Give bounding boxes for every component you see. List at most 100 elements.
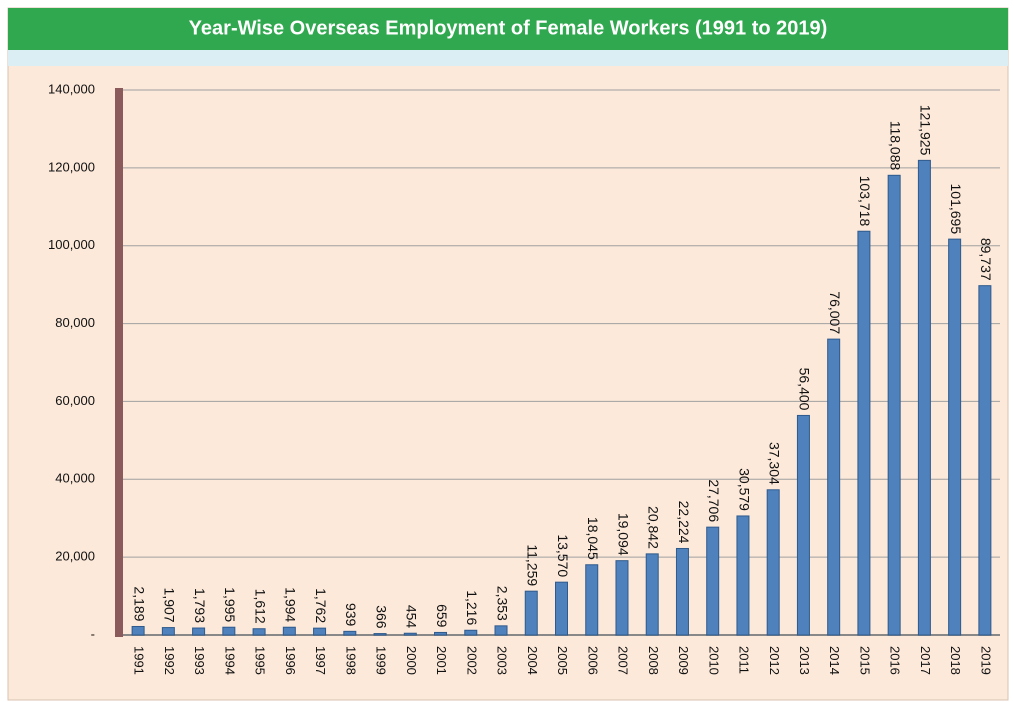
- bar: [282, 626, 296, 636]
- bar: [343, 630, 357, 636]
- bar: [494, 625, 508, 636]
- bar: [222, 626, 236, 636]
- x-tick-label: 2011: [737, 646, 752, 674]
- x-tick-label: 2017: [918, 646, 933, 675]
- bar: [887, 174, 901, 636]
- bar: [827, 338, 841, 636]
- value-label: 103,718: [857, 176, 873, 227]
- y-tick-label: 80,000: [55, 315, 95, 330]
- value-label: 37,304: [766, 442, 782, 485]
- bar: [766, 489, 780, 636]
- value-label: 366: [373, 605, 389, 629]
- value-label: 20,842: [646, 506, 662, 549]
- bar: [675, 547, 689, 636]
- bar: [615, 560, 629, 636]
- chart-title: Year-Wise Overseas Employment of Female …: [189, 17, 828, 39]
- x-tick-label: 2009: [676, 646, 691, 675]
- value-label: 1,994: [283, 587, 299, 622]
- x-tick-label: 2016: [888, 646, 903, 675]
- value-label: 18,045: [585, 517, 601, 560]
- y-tick-label: 40,000: [55, 471, 95, 486]
- value-label: 27,706: [706, 479, 722, 522]
- bar: [252, 628, 266, 636]
- y-tick-label: 140,000: [48, 81, 95, 96]
- x-tick-label: 2001: [434, 646, 449, 675]
- y-axis-wall: [115, 88, 123, 637]
- value-label: 454: [404, 605, 420, 629]
- x-tick-label: 2000: [404, 646, 419, 675]
- bar: [524, 590, 538, 636]
- value-label: 22,224: [676, 501, 692, 544]
- x-tick-label: 1998: [343, 646, 358, 675]
- bar: [796, 414, 810, 636]
- title-bar: [8, 8, 1008, 50]
- x-tick-label: 2004: [525, 646, 540, 675]
- x-tick-label: 2002: [464, 646, 479, 675]
- bar: [161, 627, 175, 636]
- x-tick-label: 2019: [978, 646, 993, 675]
- bar: [948, 238, 962, 636]
- x-tick-label: 2003: [495, 646, 510, 675]
- x-tick-label: 2018: [948, 646, 963, 675]
- x-tick-label: 2014: [827, 646, 842, 675]
- value-label: 1,762: [313, 588, 329, 623]
- value-label: 13,570: [555, 534, 571, 577]
- value-label: 19,094: [615, 513, 631, 556]
- x-tick-label: 2008: [646, 646, 661, 675]
- value-label: 1,612: [252, 589, 268, 624]
- x-tick-label: 1997: [313, 646, 328, 675]
- bar: [434, 631, 448, 636]
- x-tick-label: 2010: [706, 646, 721, 675]
- bar: [978, 285, 992, 636]
- x-tick-label: 1992: [162, 646, 177, 675]
- bar: [555, 581, 568, 636]
- bar: [464, 629, 478, 636]
- value-label: 11,259: [525, 544, 541, 586]
- x-tick-label: 1991: [132, 646, 147, 675]
- bar: [192, 627, 206, 636]
- x-tick-label: 2012: [767, 646, 782, 675]
- value-label: 939: [343, 603, 359, 627]
- value-label: 1,995: [222, 587, 238, 622]
- x-tick-label: 1995: [253, 646, 268, 675]
- y-tick-label: 20,000: [55, 549, 95, 564]
- x-tick-label: 2007: [616, 646, 631, 675]
- bar: [131, 625, 145, 636]
- title-strip: [8, 50, 1008, 66]
- value-label: 659: [434, 604, 450, 628]
- value-label: 1,216: [464, 590, 480, 625]
- value-label: 2,353: [494, 586, 510, 621]
- value-label: 118,088: [887, 121, 903, 171]
- value-label: 101,695: [948, 184, 964, 235]
- bar: [706, 526, 720, 636]
- x-tick-label: 2013: [797, 646, 812, 675]
- y-tick-label: -: [91, 626, 95, 641]
- x-tick-label: 1994: [222, 646, 237, 675]
- x-tick-label: 2015: [857, 646, 872, 675]
- value-label: 56,400: [797, 368, 813, 411]
- value-label: 121,925: [918, 105, 934, 156]
- y-tick-label: 120,000: [48, 159, 95, 174]
- x-tick-label: 2005: [555, 646, 570, 675]
- bar: [585, 564, 599, 636]
- value-label: 1,793: [192, 588, 208, 623]
- chart-background: [7, 7, 1009, 701]
- bar: [736, 515, 750, 636]
- value-label: 76,007: [827, 291, 843, 334]
- bar: [645, 553, 659, 636]
- x-tick-label: 1996: [283, 646, 298, 675]
- bar: [857, 230, 871, 636]
- x-tick-label: 2006: [585, 646, 600, 675]
- value-label: 30,579: [736, 468, 752, 511]
- bar: [917, 159, 931, 636]
- x-tick-label: 1999: [374, 646, 389, 675]
- y-tick-label: 100,000: [48, 237, 95, 252]
- bar: [373, 633, 387, 636]
- value-label: 2,189: [131, 586, 147, 621]
- value-label: 1,907: [162, 588, 178, 623]
- y-tick-label: 60,000: [55, 393, 95, 408]
- bar: [313, 627, 327, 636]
- bar: [403, 632, 417, 636]
- x-tick-label: 1993: [192, 646, 207, 675]
